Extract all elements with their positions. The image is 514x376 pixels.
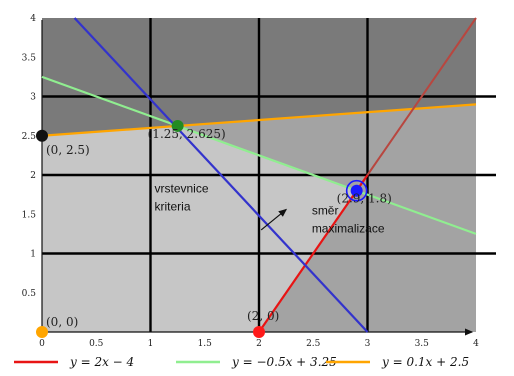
- point-label: (1.25, 2.625): [148, 127, 226, 141]
- point-label: (0, 0): [46, 315, 78, 329]
- y-tick-label: 0.5: [22, 289, 37, 299]
- x-tick-label: 3: [365, 339, 371, 349]
- point-label: (2, 0): [247, 309, 279, 323]
- point-marker: [253, 326, 265, 338]
- x-tick-label: 1.5: [198, 339, 213, 349]
- legend-label: y = −0.5x + 3.25: [231, 355, 337, 369]
- point-highlight-ring: [345, 179, 368, 202]
- annotation-text: maximalizace: [312, 221, 385, 235]
- point-marker: [36, 129, 48, 142]
- direction-arrow: [260, 208, 288, 231]
- point-marker: [350, 184, 363, 197]
- objective-line: [73, 17, 369, 333]
- x-tick-label: 3.5: [415, 339, 430, 349]
- series-line-2: [41, 103, 477, 137]
- series-line-1: [41, 75, 477, 235]
- annotation-text: vrstevnice: [155, 181, 209, 195]
- y-tick-label: 4: [30, 14, 36, 24]
- legend-label: y = 0.1x + 2.5: [381, 355, 469, 369]
- y-tick-label: 2.5: [22, 132, 37, 142]
- point-label: (0, 2.5): [46, 143, 90, 157]
- legend-label: y = 2x − 4: [69, 355, 134, 369]
- point-marker: [171, 119, 184, 132]
- y-tick-label: 3: [30, 93, 36, 103]
- series-line-0: [258, 174, 369, 333]
- annotation-text: směr: [312, 203, 339, 217]
- point-marker: [36, 326, 48, 338]
- y-tick-label: 3.5: [22, 53, 37, 63]
- y-tick-label: 2: [30, 171, 36, 181]
- annotation-text: kriteria: [155, 199, 191, 213]
- x-tick-label: 1: [148, 339, 154, 349]
- y-tick-label: 1: [30, 250, 36, 260]
- x-tick-label: 2: [256, 339, 262, 349]
- x-tick-label: 0.5: [89, 339, 104, 349]
- x-tick-label: 4: [473, 339, 479, 349]
- x-tick-label: 0: [39, 339, 45, 349]
- y-tick-label: 1.5: [22, 210, 37, 220]
- series-line-0-extension: [366, 17, 477, 176]
- x-tick-label: 2.5: [306, 339, 321, 349]
- point-label: (2.9, 1.8): [337, 192, 392, 206]
